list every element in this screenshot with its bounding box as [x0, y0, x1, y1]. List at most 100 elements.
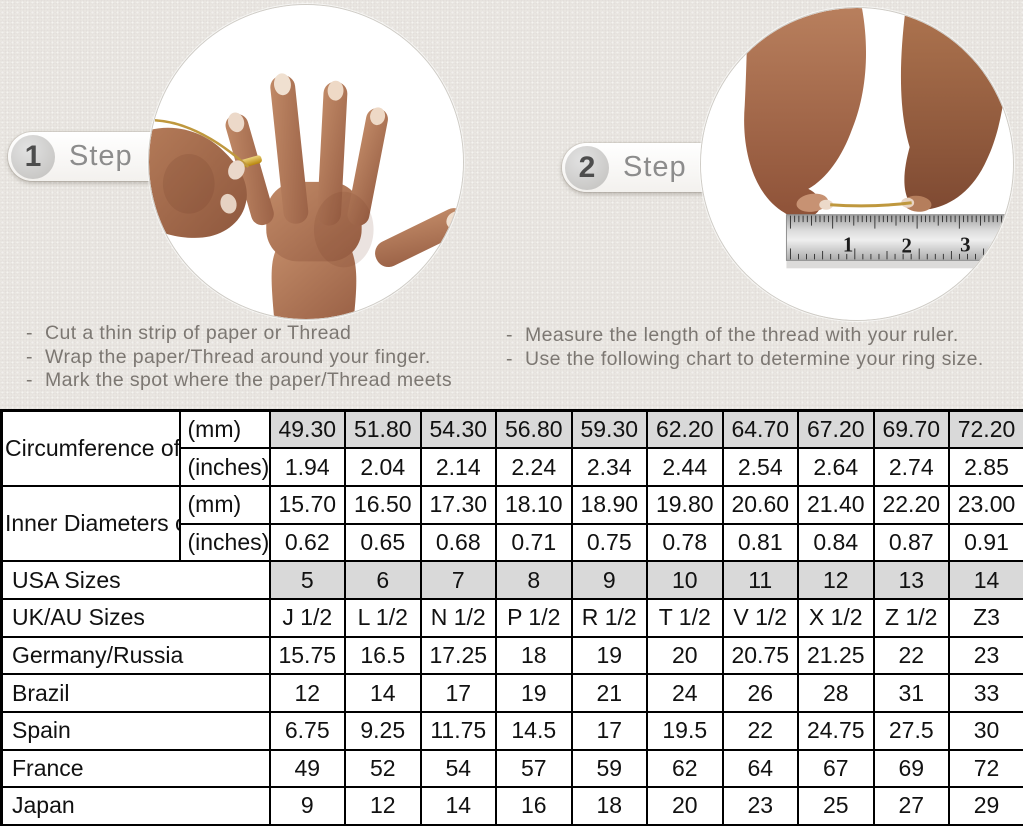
row-group-label: Inner Diameters of Rings: [0, 484, 181, 563]
size-cell: 62.20: [646, 409, 724, 450]
size-cell: 20: [646, 786, 724, 826]
step-1-photo: [148, 4, 464, 320]
table-row: Spain 6.75 9.25 11.75 14.5 17 19.5 22 24.75 27.5 3…: [0, 711, 1023, 751]
table-row: Germany/Russia 15.75 16.5 17.25 18 19 20 20.75 2…: [0, 635, 1023, 676]
size-cell: 16.5: [344, 635, 422, 676]
bullet-dash: -: [506, 324, 513, 346]
size-cell: 14: [948, 560, 1023, 600]
table-row: (inches) 1.94 2.04 2.14 2.24 2.34 2.44 2.54 2.64…: [2, 447, 1023, 487]
size-cell: 23: [948, 635, 1023, 676]
size-cell: 49: [268, 748, 346, 789]
size-cell: 22: [721, 711, 799, 751]
step-2-label: Step: [623, 151, 687, 183]
instruction-item: - Measure the length of the thread with y…: [506, 324, 1018, 348]
size-cell: 20: [646, 635, 724, 676]
size-cell: 6: [344, 560, 422, 600]
size-cell: 19.80: [646, 484, 724, 525]
size-cell: 22.20: [872, 484, 950, 525]
step-1-number: 1: [11, 134, 55, 179]
size-cell: 17: [419, 673, 497, 713]
step-2-number: 2: [565, 145, 609, 190]
ruler-measure-illustration: 1 2 3: [701, 8, 1013, 320]
table-row: Japan 9 12 14 16 18 20 23 25 27 29: [0, 786, 1023, 826]
size-cell: 11: [721, 560, 799, 600]
instruction-text: Cut a thin strip of paper or Thread: [45, 322, 352, 344]
size-cell: 56.80: [495, 409, 573, 450]
size-cell: Z3: [948, 597, 1023, 638]
size-cell: 57: [495, 748, 573, 789]
size-cell: 0.75: [570, 522, 648, 563]
size-cell: 72.20: [948, 409, 1023, 450]
size-cell: 59.30: [570, 409, 648, 450]
size-cell: 28: [797, 673, 875, 713]
instruction-text: Wrap the paper/Thread around your finger…: [45, 345, 431, 368]
table-row: Inner Diameters of Rings(mm)15.7016.5017…: [0, 484, 1023, 563]
row-label: Japan: [0, 786, 271, 826]
size-cell: 59: [570, 748, 648, 789]
size-cell: 2.64: [797, 447, 875, 487]
size-cell: 64: [721, 748, 799, 789]
size-cell: 26: [721, 673, 799, 713]
size-cell: 0.87: [872, 522, 950, 563]
ring-size-table: Circumference of Your Finger(mm)49.3051.…: [0, 409, 1023, 826]
row-label: France: [0, 748, 271, 789]
size-cell: 52: [344, 748, 422, 789]
size-cell: 18.90: [570, 484, 648, 525]
bullet-dash: -: [26, 322, 33, 344]
instruction-text: Mark the spot where the paper/Thread mee…: [45, 369, 452, 391]
table-row: (inches) 0.62 0.65 0.68 0.71 0.75 0.78 0.81 0.84…: [2, 522, 1023, 563]
size-cell: 0.81: [721, 522, 799, 563]
size-cell: 23: [721, 786, 799, 826]
unit-label: (mm): [178, 484, 271, 525]
hand-with-thread-illustration: [149, 5, 463, 319]
table-row: Circumference of Your Finger(mm)49.3051.…: [0, 409, 1023, 487]
size-cell: 17.30: [419, 484, 497, 525]
size-cell: 25: [797, 786, 875, 826]
table-row: UK/AU Sizes J 1/2 L 1/2 N 1/2 P 1/2 R 1/2 T 1/…: [0, 597, 1023, 638]
step-2-instructions: - Measure the length of the thread with y…: [506, 324, 1018, 371]
size-cell: 19: [495, 673, 573, 713]
size-cell: 72: [948, 748, 1023, 789]
size-cell: 5: [268, 560, 346, 600]
thread: [830, 201, 912, 208]
instruction-text: Measure the length of the thread with yo…: [525, 324, 959, 346]
step-2-photo: 1 2 3: [700, 7, 1014, 321]
size-cell: 15.70: [268, 484, 346, 525]
step-1-instructions: - Cut a thin strip of paper or Thread - Wra…: [26, 322, 496, 393]
size-cell: 0.65: [344, 522, 422, 563]
size-cell: 0.62: [268, 522, 346, 563]
size-cell: 21: [570, 673, 648, 713]
instruction-item: - Use the following chart to determine yo…: [506, 348, 1018, 372]
size-cell: 29: [948, 786, 1023, 826]
size-cell: 2.85: [948, 447, 1023, 487]
size-cell: 31: [872, 673, 950, 713]
instruction-item: - Wrap the paper/Thread around your finge…: [26, 346, 496, 370]
size-cell: R 1/2: [570, 597, 648, 638]
size-cell: P 1/2: [495, 597, 573, 638]
size-cell: 24: [646, 673, 724, 713]
size-cell: 6.75: [268, 711, 346, 751]
instruction-text: Use the following chart to determine you…: [525, 347, 984, 370]
size-cell: 9: [268, 786, 346, 826]
size-cell: 20.60: [721, 484, 799, 525]
size-cell: 69.70: [872, 409, 950, 450]
size-cell: 51.80: [344, 409, 422, 450]
size-cell: 24.75: [797, 711, 875, 751]
unit-label: (inches): [178, 447, 271, 487]
size-cell: 2.54: [721, 447, 799, 487]
size-cell: X 1/2: [797, 597, 875, 638]
row-label: USA Sizes: [0, 560, 271, 600]
size-cell: 18: [495, 635, 573, 676]
ruler-cm-ticks: [789, 215, 1011, 229]
size-cell: 14: [344, 673, 422, 713]
size-cell: 2.14: [419, 447, 497, 487]
size-cell: 49.30: [268, 409, 346, 450]
size-cell: 21.40: [797, 484, 875, 525]
how-to-measure-section: 1 Step: [0, 0, 1023, 409]
size-cell: 2.04: [344, 447, 422, 487]
size-cell: 1.94: [268, 447, 346, 487]
size-cell: 2.44: [646, 447, 724, 487]
size-cell: 0.91: [948, 522, 1023, 563]
size-cell: 0.84: [797, 522, 875, 563]
